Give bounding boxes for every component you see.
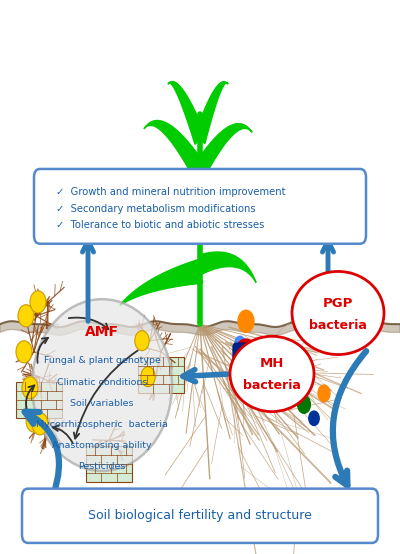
Polygon shape: [120, 260, 202, 305]
Circle shape: [298, 396, 310, 413]
Polygon shape: [195, 81, 228, 143]
Circle shape: [318, 385, 330, 402]
Circle shape: [16, 341, 32, 363]
Text: ✓  Secondary metabolism modifications: ✓ Secondary metabolism modifications: [56, 204, 256, 214]
FancyBboxPatch shape: [34, 169, 366, 244]
Circle shape: [287, 381, 301, 401]
Bar: [16, 382, 62, 418]
Bar: [138, 357, 184, 393]
Polygon shape: [197, 124, 252, 179]
Circle shape: [22, 377, 38, 399]
Text: Anastomosing ability: Anastomosing ability: [52, 440, 152, 450]
Polygon shape: [168, 81, 205, 145]
Circle shape: [30, 291, 46, 313]
Text: bacteria: bacteria: [309, 319, 367, 332]
Text: bacteria: bacteria: [243, 378, 301, 392]
Circle shape: [235, 339, 257, 370]
Text: Soil biological fertility and structure: Soil biological fertility and structure: [88, 509, 312, 522]
Ellipse shape: [292, 271, 384, 355]
Text: ✓  Growth and mineral nutrition improvement: ✓ Growth and mineral nutrition improveme…: [56, 187, 286, 197]
Text: AMF: AMF: [85, 325, 119, 339]
Text: ✓  Tolerance to biotic and abiotic stresses: ✓ Tolerance to biotic and abiotic stress…: [56, 220, 264, 230]
Text: Fungal & plant genotype: Fungal & plant genotype: [44, 356, 160, 366]
Text: PGP: PGP: [323, 296, 353, 310]
Text: Mycorrhizospheric  bacteria: Mycorrhizospheric bacteria: [36, 419, 168, 429]
Ellipse shape: [32, 299, 172, 471]
Circle shape: [32, 413, 48, 435]
Circle shape: [18, 305, 34, 327]
Polygon shape: [198, 252, 256, 283]
Ellipse shape: [230, 336, 314, 412]
Text: Pesticides: Pesticides: [78, 461, 126, 471]
Circle shape: [26, 410, 42, 432]
Polygon shape: [144, 120, 204, 182]
Circle shape: [135, 331, 149, 351]
Circle shape: [309, 411, 319, 425]
Polygon shape: [128, 185, 202, 231]
Circle shape: [141, 367, 155, 387]
Text: Soil variables: Soil variables: [70, 398, 134, 408]
Circle shape: [238, 310, 254, 332]
FancyBboxPatch shape: [233, 343, 263, 366]
Circle shape: [235, 336, 245, 351]
Text: MH: MH: [260, 357, 284, 371]
Bar: [86, 446, 132, 482]
Polygon shape: [199, 187, 264, 225]
FancyBboxPatch shape: [22, 489, 378, 543]
Text: Climatic conditions: Climatic conditions: [57, 377, 147, 387]
